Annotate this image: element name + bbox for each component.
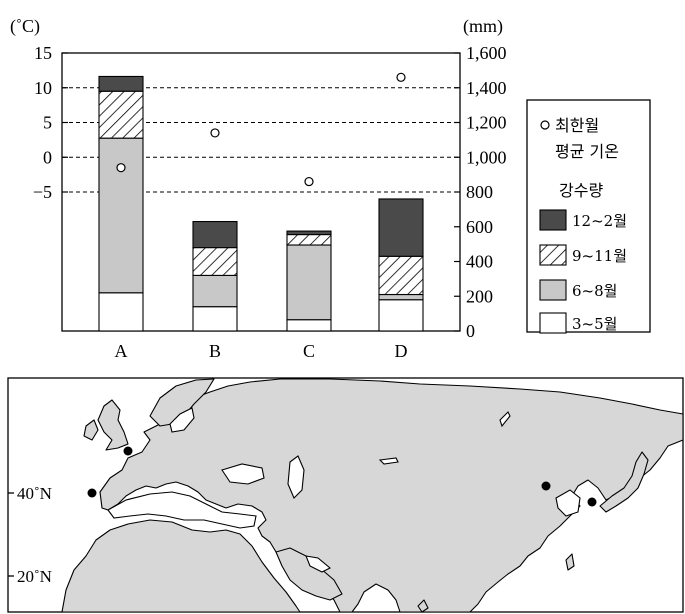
point-korea xyxy=(587,497,597,507)
left-axis-ticks: 15 10 5 0 −5 xyxy=(33,43,68,202)
japan-landmass xyxy=(599,451,649,513)
right-tick-label: 0 xyxy=(466,321,475,341)
bar-segment xyxy=(192,306,238,332)
right-tick-label: 1,600 xyxy=(466,43,507,63)
point-north-china xyxy=(541,481,551,491)
legend-swatch xyxy=(539,279,567,301)
legend-swatch xyxy=(539,209,567,231)
land-masses xyxy=(61,378,684,613)
bar-segment xyxy=(378,299,424,332)
coldest-month-point xyxy=(396,72,406,82)
legend-precip-title: 강수량 xyxy=(559,181,603,200)
arabia-landmass xyxy=(275,547,343,601)
right-tick-label: 400 xyxy=(466,252,493,272)
britain-landmass xyxy=(97,399,129,451)
bar-segment xyxy=(286,244,332,321)
lat-40-label-bg xyxy=(15,481,59,503)
legend-swatch xyxy=(539,244,567,266)
taiwan-landmass xyxy=(565,553,575,571)
lat-20-label: 20˚N xyxy=(17,567,52,586)
legend-swatch-label: 6~8월 xyxy=(572,282,617,300)
legend-open-circle-icon xyxy=(540,120,550,130)
lake-baikal xyxy=(499,411,511,428)
mediterranean-sea xyxy=(107,491,257,529)
bar-segment xyxy=(192,247,238,276)
legend-swatch-label: 9~11월 xyxy=(572,247,627,265)
ireland-landmass xyxy=(83,419,99,441)
legend-swatch xyxy=(539,312,567,334)
legend-swatches: 12~2월 9~11월 6~8월 3~5월 xyxy=(539,209,627,334)
black-sea xyxy=(221,463,265,485)
legend-swatch-label: 12~2월 xyxy=(572,212,627,230)
caspian-sea xyxy=(287,455,305,499)
point-iberia-coast xyxy=(87,488,97,498)
right-axis-ticks: 1,600 1,400 1,200 1,000 800 600 400 200 0 xyxy=(454,43,507,341)
left-tick-label: 15 xyxy=(34,43,52,63)
right-tick-label: 1,000 xyxy=(466,147,507,167)
right-tick-label: 1,200 xyxy=(466,113,507,133)
coldest-month-point xyxy=(304,176,314,187)
bar-segment xyxy=(192,274,238,308)
climate-chart: (˚C) (mm) 15 10 5 0 −5 1,600 1,400 1,200 1,000 8… xyxy=(10,16,651,361)
africa-landmass xyxy=(61,519,301,613)
persian-gulf xyxy=(305,555,331,573)
legend-coldest-line2: 평균 기온 xyxy=(555,142,619,161)
coldest-month-point xyxy=(210,128,220,138)
bar-segment xyxy=(286,230,332,236)
coldest-month-point xyxy=(116,163,126,173)
legend: 최한월 평균 기온 강수량 12~2월 9~11월 6~8월 3~5월 xyxy=(526,99,651,334)
legend-coldest-line1: 최한월 xyxy=(555,116,599,135)
legend-swatch-label: 3~5월 xyxy=(572,315,617,333)
left-tick-label: 10 xyxy=(34,78,52,98)
right-tick-label: 600 xyxy=(466,217,493,237)
coldest-month-points xyxy=(116,72,406,187)
right-tick-label: 1,400 xyxy=(466,78,507,98)
left-axis-unit: (˚C) xyxy=(10,16,40,37)
category-label: D xyxy=(395,341,408,361)
category-label: C xyxy=(303,341,315,361)
baltic-sea xyxy=(169,407,195,433)
lat-20-label-bg xyxy=(15,564,59,586)
left-tick-label: 0 xyxy=(43,147,52,167)
scandinavia-landmass xyxy=(149,378,215,427)
yellow-sea xyxy=(555,489,581,517)
category-label: A xyxy=(115,341,128,361)
left-tick-label: −5 xyxy=(33,182,52,202)
category-label: B xyxy=(209,341,221,361)
left-tick-label: 5 xyxy=(43,113,52,133)
lat-40-label: 40˚N xyxy=(17,484,52,503)
water-bodies xyxy=(107,407,581,573)
lake-balkhash xyxy=(378,457,399,465)
point-france xyxy=(123,446,133,456)
bar-segment xyxy=(192,220,238,249)
srilanka-landmass xyxy=(417,599,429,613)
bar-segment xyxy=(98,75,144,92)
eurasia-landmass xyxy=(99,378,684,613)
bar-segment xyxy=(378,255,424,296)
right-tick-label: 200 xyxy=(466,286,493,306)
bar-segment xyxy=(378,198,424,257)
category-labels: A B C D xyxy=(115,341,408,361)
right-axis-unit: (mm) xyxy=(463,16,503,37)
bar-segment xyxy=(98,90,144,139)
right-tick-label: 800 xyxy=(466,182,493,202)
